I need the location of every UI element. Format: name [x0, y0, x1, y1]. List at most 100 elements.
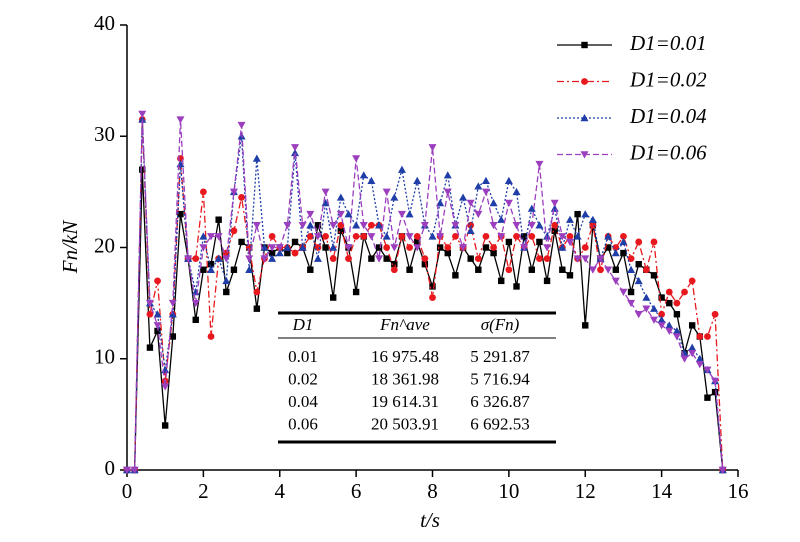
marker: [222, 255, 231, 263]
marker: [420, 222, 429, 230]
marker: [443, 171, 452, 179]
legend-marker: [581, 41, 588, 49]
marker: [543, 244, 552, 252]
marker: [481, 176, 490, 184]
marker: [535, 221, 544, 229]
marker: [466, 226, 475, 235]
legend-label: D1=0.04: [629, 104, 707, 128]
marker: [154, 277, 161, 285]
marker: [436, 244, 444, 251]
marker: [306, 221, 315, 229]
marker: [620, 249, 627, 257]
marker: [253, 288, 261, 296]
marker: [421, 255, 429, 263]
marker: [344, 244, 353, 252]
marker: [321, 199, 330, 207]
marker: [161, 383, 170, 391]
marker: [543, 277, 551, 285]
marker: [398, 232, 406, 240]
marker: [238, 194, 245, 201]
marker: [452, 232, 459, 240]
marker: [588, 215, 597, 223]
marker: [191, 299, 200, 308]
marker: [688, 349, 697, 358]
marker: [176, 116, 185, 124]
legend-marker: [580, 151, 589, 159]
marker: [681, 288, 688, 296]
marker: [566, 272, 574, 279]
marker: [504, 199, 513, 207]
marker: [512, 222, 521, 230]
marker: [284, 249, 291, 257]
x-tick-label: 10: [498, 479, 519, 503]
marker: [695, 354, 704, 362]
marker: [260, 255, 269, 263]
marker: [375, 221, 384, 229]
marker: [665, 288, 673, 296]
marker: [688, 322, 696, 329]
marker: [391, 260, 398, 268]
marker: [581, 255, 590, 263]
marker: [704, 333, 711, 340]
marker: [635, 238, 643, 246]
marker: [459, 244, 468, 252]
marker: [474, 182, 483, 190]
marker: [421, 260, 429, 268]
x-tick-label: 8: [427, 479, 438, 503]
marker: [130, 466, 139, 474]
marker: [604, 266, 613, 274]
table-header: Fn^ave: [379, 315, 430, 334]
marker: [565, 238, 574, 246]
marker: [229, 188, 238, 196]
table-header: D1: [292, 315, 314, 334]
marker: [658, 310, 666, 318]
marker: [497, 215, 506, 223]
marker: [642, 293, 651, 301]
marker: [168, 299, 177, 308]
marker: [382, 232, 391, 240]
marker: [703, 366, 712, 374]
marker: [581, 210, 590, 218]
marker: [649, 304, 658, 312]
marker: [375, 244, 383, 251]
marker: [169, 333, 177, 340]
marker: [123, 466, 131, 474]
marker: [619, 288, 628, 296]
x-tick-label: 14: [651, 479, 673, 503]
marker: [352, 232, 360, 240]
marker: [145, 299, 154, 308]
marker: [375, 255, 384, 263]
marker: [230, 266, 238, 273]
marker: [551, 221, 559, 229]
marker: [650, 272, 658, 279]
marker: [275, 249, 284, 257]
marker: [390, 193, 399, 201]
marker: [688, 343, 697, 351]
marker: [329, 255, 337, 263]
marker: [336, 210, 345, 219]
marker: [336, 193, 345, 201]
x-tick-label: 16: [728, 479, 749, 503]
table-cell: 0.01: [288, 347, 318, 366]
marker: [658, 294, 665, 301]
marker: [528, 266, 535, 273]
y-axis-label: Fn/kN: [58, 220, 82, 274]
table-cell: 0.06: [288, 414, 318, 433]
marker: [611, 277, 620, 285]
marker: [291, 144, 300, 152]
table-cell: 20 503.91: [371, 414, 439, 433]
marker: [543, 232, 552, 240]
marker: [489, 222, 498, 230]
marker: [352, 221, 361, 229]
table-cell: 16 975.48: [371, 347, 439, 366]
marker: [383, 244, 391, 251]
marker: [275, 244, 284, 252]
marker: [330, 294, 337, 301]
marker: [566, 232, 574, 240]
marker: [436, 233, 445, 241]
y-tick-label: 10: [94, 345, 115, 369]
marker: [559, 266, 566, 273]
marker: [329, 222, 338, 230]
x-tick-label: 12: [575, 479, 596, 503]
